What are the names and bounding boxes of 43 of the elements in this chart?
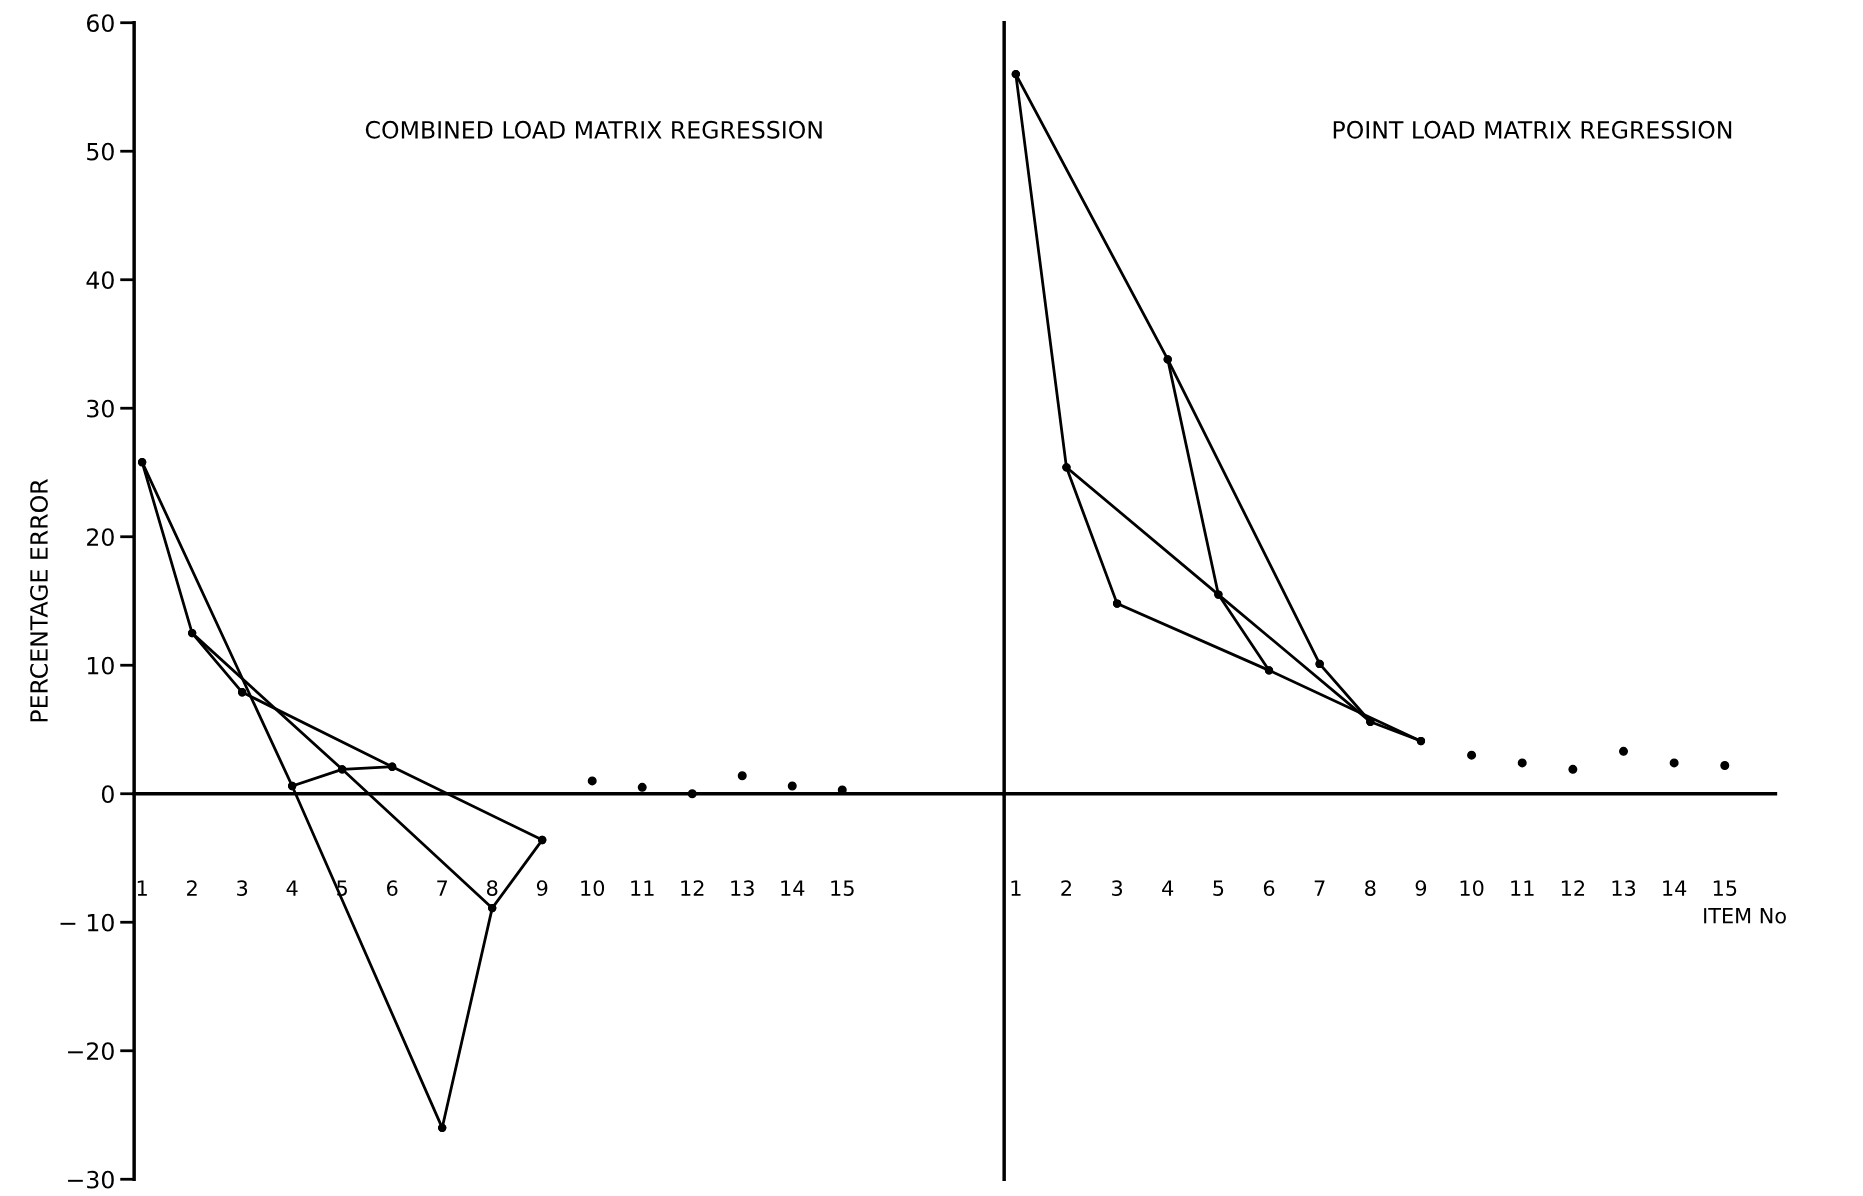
x-tick-label: 7 [437,880,448,896]
x-tick-label: 10 [1460,880,1484,896]
x-tick-label: 12 [1561,880,1585,896]
y-tick-label: 20 [87,528,114,547]
x-tick-label: 12 [681,880,704,896]
x-tick-label: 15 [1713,880,1737,896]
x-tick-label: 8 [1365,880,1376,896]
y-tick-label: 60 [86,14,114,33]
x-tick-label: 7 [1314,880,1325,896]
x-tick-label: 8 [486,880,498,896]
x-tick-label: 2 [1061,880,1071,896]
x-tick-label: 13 [1612,880,1636,896]
x-tick-label: 1 [1011,880,1021,896]
x-tick-label: 14 [781,880,805,896]
x-tick-label: 1 [137,880,147,896]
x-tick-label: 9 [1415,880,1427,896]
y-tick-label: −20 [68,1042,114,1061]
y-tick-label: 0 [101,785,114,804]
text: POINT LOAD MATRIX REGRESSION [1333,120,1732,139]
text: COMBINED LOAD MATRIX REGRESSION [365,120,822,139]
x-tick-label: 6 [1263,880,1275,896]
x-tick-label: 3 [237,880,248,896]
x-tick-label: 9 [536,880,548,896]
x-tick-label: 14 [1663,880,1687,896]
y-tick-label: 30 [87,399,114,418]
x-axis-title: ITEM No [1704,908,1786,924]
x-tick-label: 15 [831,880,854,896]
x-tick-label: 6 [387,880,398,896]
x-tick-label: 11 [1511,880,1534,896]
y-tick-label: 40 [86,271,114,290]
x-tick-label: 11 [631,880,654,896]
x-tick-label: 4 [1162,880,1174,896]
y-tick-label: 10 [87,656,114,675]
y-tick-label: 50 [87,142,114,161]
x-tick-label: 2 [187,880,197,896]
x-tick-label: 3 [1112,880,1123,896]
x-tick-label: 13 [731,880,754,896]
x-tick-label: 10 [581,880,605,896]
x-tick-label: 4 [286,880,298,896]
y-tick-label: − 10 [60,913,114,932]
y-axis-title: PERCENTAGE ERROR [30,479,48,722]
x-tick-label: 5 [1213,880,1224,896]
y-tick-label: −30 [68,1170,114,1189]
